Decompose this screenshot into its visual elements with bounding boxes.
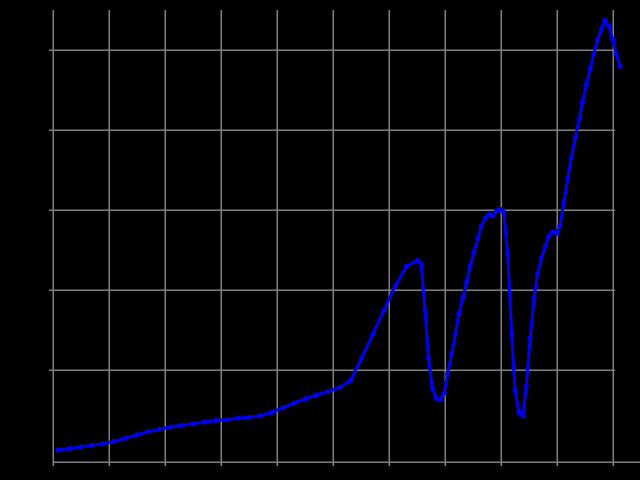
axis-ticks (49, 49, 614, 466)
vertical-gridlines (52, 10, 614, 462)
data-point-markers (55, 17, 623, 453)
axis-spines (52, 10, 640, 463)
horizontal-gridlines (53, 49, 615, 371)
plot-area-background (53, 10, 615, 462)
